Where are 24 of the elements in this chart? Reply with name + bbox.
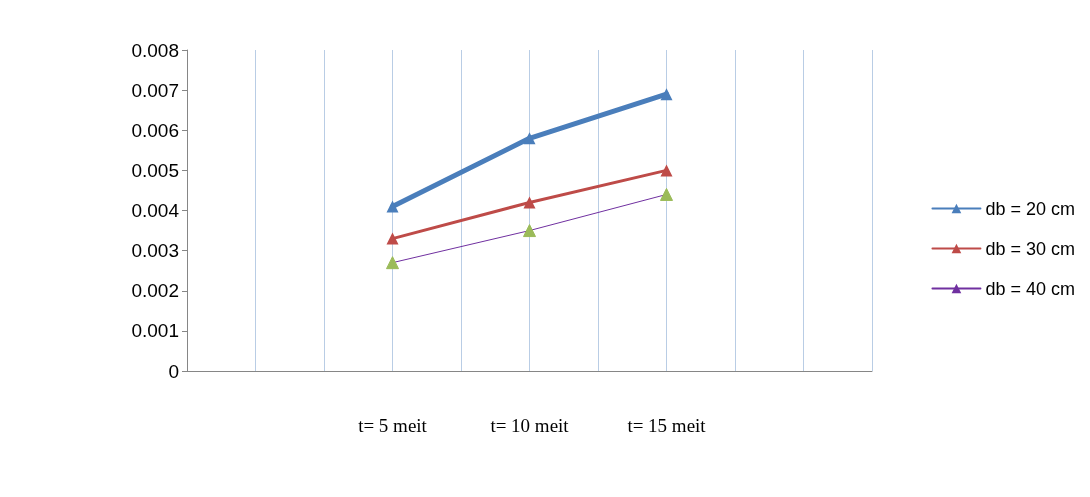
x-tick-label: t= 10 meit — [490, 415, 570, 436]
y-tick-label: 0.002 — [131, 280, 179, 302]
x-tick-label: t= 15 meit — [627, 415, 707, 436]
y-tick-label: 0.003 — [131, 240, 179, 262]
point — [660, 88, 673, 101]
y-tick-label: 0.007 — [131, 79, 179, 101]
point — [523, 196, 536, 209]
x-tick-label: t= 5 meit — [358, 415, 428, 436]
point — [386, 256, 399, 270]
legend-label: db = 40 cm — [985, 278, 1076, 299]
legend-label: db = 30 cm — [985, 238, 1076, 259]
y-tick-label: 0.006 — [131, 119, 179, 141]
y-tick-label: 0.004 — [131, 200, 180, 221]
point — [386, 232, 399, 245]
y-tick-label: 0 — [168, 360, 179, 382]
y-tick-label: 0.005 — [131, 159, 179, 181]
legend-label: db = 20 cm — [985, 198, 1076, 219]
y-tick-label: 0.008 — [131, 39, 179, 61]
point — [386, 200, 399, 213]
point — [523, 132, 536, 145]
point — [523, 224, 536, 238]
point — [660, 164, 673, 177]
y-tick-label: 0.001 — [131, 320, 179, 342]
point — [660, 187, 673, 201]
